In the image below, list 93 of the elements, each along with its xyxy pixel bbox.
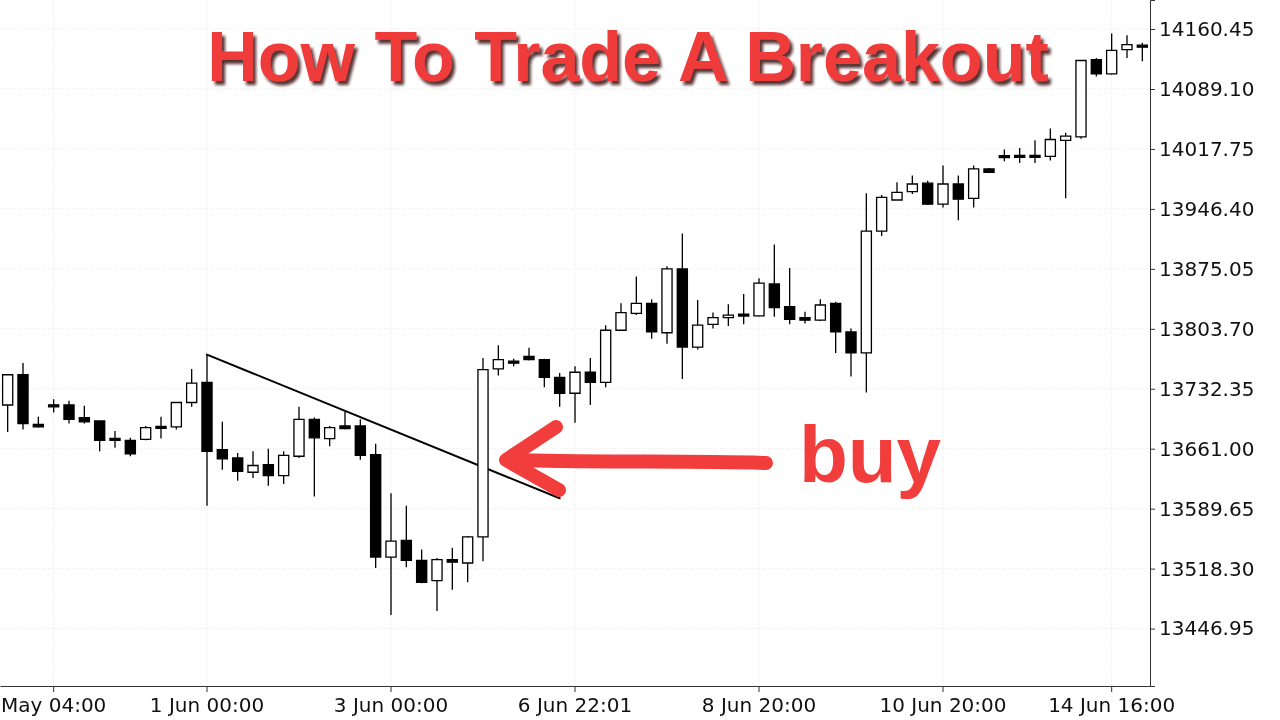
candlestick	[308, 416, 321, 498]
candlestick	[523, 347, 535, 362]
y-tick-label: 13732.35	[1159, 376, 1255, 401]
candlestick	[431, 557, 443, 612]
candlestick	[967, 164, 980, 209]
candlestick	[891, 181, 903, 202]
candlestick	[1, 373, 14, 433]
candlestick	[369, 443, 382, 569]
candlestick	[645, 298, 658, 340]
candlestick	[293, 406, 305, 459]
candlestick	[78, 405, 91, 425]
candlestick	[952, 174, 965, 221]
candlestick	[691, 299, 704, 351]
candlestick	[921, 180, 934, 206]
y-tick-label: 13518.30	[1159, 556, 1255, 581]
y-tick-label: 13661.00	[1159, 436, 1255, 461]
candlestick	[553, 372, 566, 408]
candlestick	[875, 194, 888, 237]
y-tick-label: 14089.10	[1159, 76, 1255, 101]
y-tick-label: 13946.40	[1159, 196, 1255, 221]
candlestick	[983, 167, 995, 174]
candlestick	[1075, 59, 1087, 140]
x-tick-label: 3 Jun 00:00	[333, 693, 449, 718]
x-tick-label: 1 Jun 00:00	[149, 693, 265, 718]
candlestick	[47, 398, 60, 414]
y-tick-label: 13446.95	[1159, 616, 1255, 641]
candlestick	[661, 265, 673, 345]
annotation: buy	[798, 410, 942, 499]
candlestick	[139, 425, 152, 441]
candlestick	[569, 365, 581, 424]
candlestick	[446, 547, 459, 591]
x-tick-label: 14 Jun 16:00	[1048, 693, 1176, 718]
x-tick-label: 8 Jun 20:00	[701, 693, 817, 718]
candlestick	[1136, 42, 1149, 62]
candlestick	[630, 275, 643, 316]
candlestick	[277, 450, 290, 485]
candlestick	[170, 401, 183, 431]
candlestick	[599, 324, 612, 389]
candlestick	[400, 505, 413, 568]
candlestick	[247, 450, 259, 479]
candlestick	[185, 368, 198, 408]
candlestick	[63, 400, 75, 425]
candlestick	[814, 298, 827, 322]
y-tick-label: 14017.75	[1159, 136, 1255, 161]
candlestick	[829, 301, 842, 354]
candlestick	[231, 452, 244, 482]
candlestick	[492, 344, 505, 377]
candlestick	[937, 164, 949, 209]
candlestick	[507, 358, 520, 368]
candlestick	[93, 420, 106, 452]
candlestick	[339, 411, 351, 431]
y-tick-label: 13875.05	[1159, 256, 1255, 281]
candlestick	[768, 243, 781, 318]
y-tick-label: 14160.45	[1159, 16, 1255, 41]
candlestick	[1059, 132, 1072, 199]
candlestick	[707, 311, 719, 330]
candlestick	[676, 232, 689, 380]
x-tick-label: 10 Jun 20:00	[879, 693, 1007, 718]
candlestick	[109, 430, 121, 449]
candlestick	[1029, 139, 1041, 164]
candlestick	[1121, 34, 1133, 59]
candlestick	[1044, 127, 1057, 162]
y-tick-label: 13589.65	[1159, 496, 1255, 521]
candlestick	[783, 267, 796, 325]
y-tick-label: 13803.70	[1159, 316, 1255, 341]
candlestick	[722, 303, 735, 327]
candlestick	[1013, 147, 1026, 164]
candlestick	[155, 416, 167, 440]
candlestick	[998, 148, 1011, 162]
candlestick	[17, 362, 29, 431]
x-tick-label: 6 Jun 22:01	[517, 693, 633, 718]
candlestick	[860, 192, 873, 394]
candlestick	[32, 416, 45, 429]
candlestick	[538, 358, 551, 389]
candlestick	[461, 535, 474, 583]
candlestick	[385, 492, 397, 616]
candlestick	[262, 448, 275, 487]
candlestick	[1090, 57, 1103, 78]
candlestick	[415, 548, 428, 584]
candlestick	[906, 174, 919, 195]
candlestick	[124, 437, 137, 457]
candlestick	[584, 357, 597, 406]
chart-title: How To Trade A Breakout	[207, 18, 1049, 96]
candlestick	[1105, 32, 1118, 76]
candlestick	[615, 302, 627, 332]
candlestick	[737, 293, 750, 325]
candlestick	[799, 311, 811, 325]
x-tick-label: May 04:00	[0, 693, 107, 718]
candlestick	[323, 425, 336, 447]
candlestick	[753, 277, 765, 318]
candlestick	[354, 418, 367, 461]
candlestick	[216, 421, 229, 471]
candlestick	[845, 327, 857, 378]
